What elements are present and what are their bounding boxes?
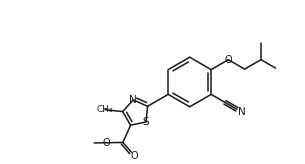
Text: CH₃: CH₃ <box>97 105 113 114</box>
Text: O: O <box>102 138 110 148</box>
Text: N: N <box>129 95 137 105</box>
Text: O: O <box>131 151 138 161</box>
Text: S: S <box>143 117 149 127</box>
Text: N: N <box>238 107 246 117</box>
Text: O: O <box>224 55 232 65</box>
